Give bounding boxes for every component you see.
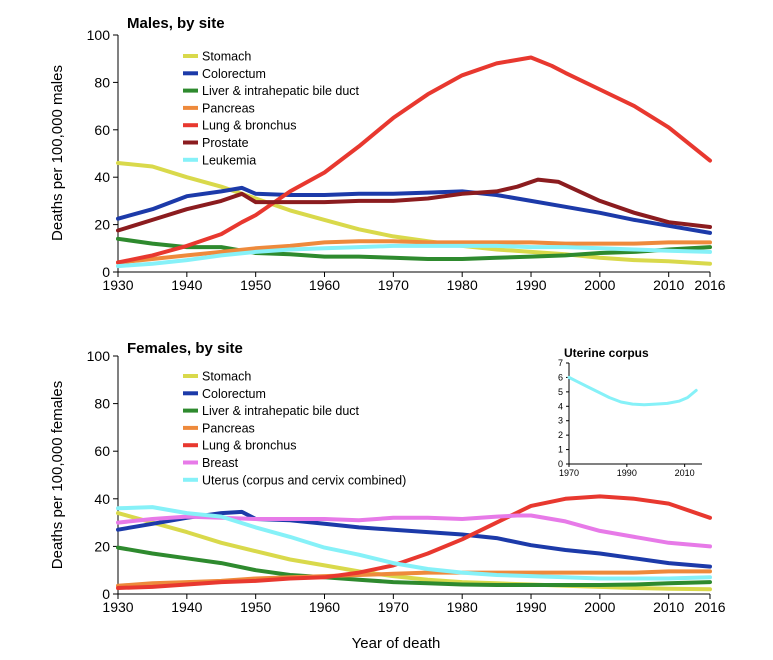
females-x-tick-label: 1940 — [171, 599, 202, 615]
females-x-tick-label: 2010 — [653, 599, 684, 615]
females-x-tick-label: 2000 — [584, 599, 615, 615]
males-y-axis-label: Deaths per 100,000 males — [49, 65, 66, 241]
females-y-axis-label: Deaths per 100,000 females — [49, 381, 66, 569]
females-x-tick-label: 2016 — [694, 599, 725, 615]
males-legend: Stomach Colorectum Liver & intrahepatic bi… — [183, 50, 360, 167]
males-x-tick-label: 2000 — [584, 277, 615, 293]
males-series-line-leukemia — [116, 243, 712, 269]
inset-y-tick-label: 4 — [558, 401, 563, 411]
inset-y-tick-label: 0 — [558, 459, 563, 469]
females-y-tick-label: 20 — [94, 538, 110, 554]
inset-y-tick-label: 1 — [558, 445, 563, 455]
x-axis-label: Year of death — [352, 635, 441, 652]
females-x-tick-label: 1930 — [102, 599, 133, 615]
females-legend-label-liver-and-intrahepatic-bile-duct: Liver & intrahepatic bile duct — [202, 404, 360, 418]
females-chart-panel: Females, by site Deaths per 100,000 femal… — [49, 340, 726, 615]
males-series-line-prostate — [116, 177, 712, 233]
inset-y-tick-label: 7 — [558, 358, 563, 368]
females-y-tick-label: 60 — [94, 443, 110, 459]
males-x-tick-label: 1980 — [447, 277, 478, 293]
females-legend-label-uterus-corpus-and-cervix-combined: Uterus (corpus and cervix combined) — [202, 473, 406, 487]
females-chart-title: Females, by site — [127, 340, 243, 357]
males-y-tick-label: 60 — [94, 122, 110, 138]
males-y-tick-label: 20 — [94, 217, 110, 233]
males-chart-panel: Males, by site Deaths per 100,000 males 0 2… — [49, 15, 726, 293]
inset-x-tick-label: 1970 — [559, 468, 579, 478]
females-series-line-lung-and-bronchus — [116, 494, 712, 590]
females-legend: Stomach Colorectum Liver & intrahepatic bi… — [183, 370, 406, 487]
females-x-tick-label: 1960 — [309, 599, 340, 615]
females-legend-label-colorectum: Colorectum — [202, 387, 266, 401]
males-series-line-lung-and-bronchus — [116, 55, 712, 265]
females-series-line-colorectum — [116, 509, 712, 569]
males-y-tick-label: 80 — [94, 74, 110, 90]
males-series-line-pancreas — [116, 239, 712, 265]
females-series-line-uterus-corpus-and-cervix-combined — [116, 505, 712, 581]
females-y-tick-label: 40 — [94, 491, 110, 507]
males-legend-label-colorectum: Colorectum — [202, 67, 266, 81]
inset-chart-title: Uterine corpus — [564, 346, 649, 360]
females-x-tick-label: 1980 — [447, 599, 478, 615]
inset-y-tick-label: 6 — [558, 372, 563, 382]
inset-y-tick-label: 2 — [558, 430, 563, 440]
males-legend-label-leukemia: Leukemia — [202, 153, 256, 167]
females-y-tick-label: 100 — [87, 348, 111, 364]
uterine-corpus-inset-panel: Uterine corpus 0 1 2 3 4 5 6 7 1970 1990 2010 — [558, 346, 702, 478]
males-x-tick-label: 1940 — [171, 277, 202, 293]
females-series-line-stomach — [116, 511, 712, 592]
females-x-tick-label: 1950 — [240, 599, 271, 615]
males-chart-title: Males, by site — [127, 15, 225, 32]
males-x-tick-label: 1960 — [309, 277, 340, 293]
inset-x-tick-label: 2010 — [675, 468, 695, 478]
males-series-line-liver-and-intrahepatic-bile-duct — [116, 236, 712, 261]
males-x-tick-label: 1950 — [240, 277, 271, 293]
males-legend-label-prostate: Prostate — [202, 136, 249, 150]
inset-series-line-uterine-corpus — [567, 375, 698, 407]
males-legend-label-pancreas: Pancreas — [202, 101, 255, 115]
males-legend-label-lung-and-bronchus: Lung & bronchus — [202, 119, 297, 133]
females-legend-label-lung-and-bronchus: Lung & bronchus — [202, 439, 297, 453]
females-legend-label-breast: Breast — [202, 456, 239, 470]
females-y-tick-label: 80 — [94, 396, 110, 412]
males-x-tick-label: 1970 — [378, 277, 409, 293]
males-x-tick-label: 2010 — [653, 277, 684, 293]
males-y-tick-label: 40 — [94, 169, 110, 185]
males-y-tick-label: 100 — [87, 27, 111, 43]
females-legend-label-pancreas: Pancreas — [202, 421, 255, 435]
males-series-line-colorectum — [116, 185, 712, 235]
females-x-tick-label: 1990 — [515, 599, 546, 615]
inset-x-tick-label: 1990 — [617, 468, 637, 478]
males-x-tick-label: 2016 — [694, 277, 725, 293]
inset-y-tick-label: 3 — [558, 416, 563, 426]
males-legend-label-stomach: Stomach — [202, 50, 251, 64]
males-y-tick-label: 0 — [102, 264, 110, 280]
males-x-tick-label: 1930 — [102, 277, 133, 293]
females-x-tick-label: 1970 — [378, 599, 409, 615]
males-legend-label-liver-and-intrahepatic-bile-duct: Liver & intrahepatic bile duct — [202, 84, 360, 98]
females-y-tick-label: 0 — [102, 586, 110, 602]
females-series-line-liver-and-intrahepatic-bile-duct — [116, 545, 712, 587]
males-x-tick-label: 1990 — [515, 277, 546, 293]
males-series-line-stomach — [116, 161, 712, 266]
inset-y-tick-label: 5 — [558, 387, 563, 397]
females-legend-label-stomach: Stomach — [202, 370, 251, 384]
